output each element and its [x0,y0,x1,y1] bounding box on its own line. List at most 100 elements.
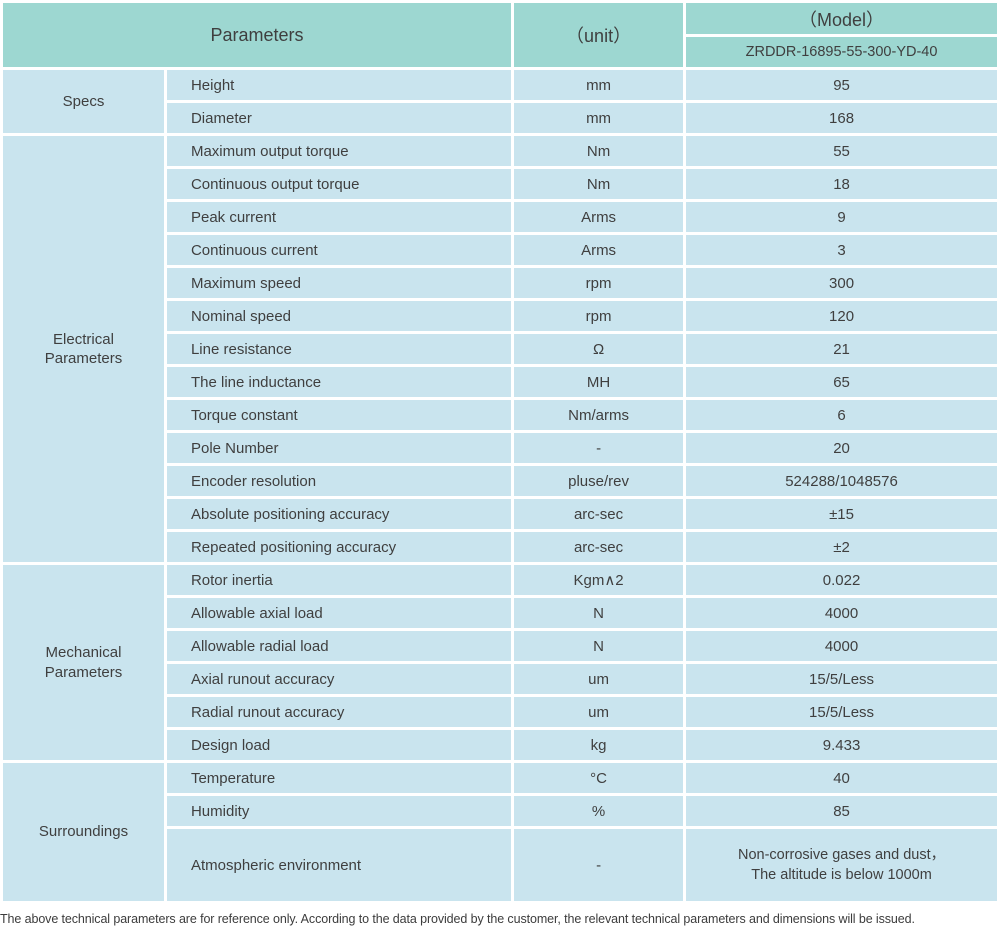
table-row: Continuous current Arms 3 [3,235,997,265]
table-row: Allowable radial load N 4000 [3,631,997,661]
parameter-value: Non-corrosive gases and dust， The altitu… [686,829,997,901]
spec-table: Parameters （unit） （Model） ZRDDR-16895-55… [3,3,997,901]
parameter-name: Axial runout accuracy [166,664,512,694]
parameter-unit: N [514,598,684,628]
model-column-header: （Model） [686,3,997,34]
table-row: Surroundings Temperature °C 40 [3,763,997,901]
parameter-unit: Nm/arms [514,400,684,430]
parameter-unit: Ω [514,334,684,364]
parameter-value: 65 [686,367,997,397]
table-row: Mechanical Parameters Rotor inertia Kgm∧2 0… [3,565,997,760]
parameter-unit: °C [514,763,684,793]
parameter-value: 40 [686,763,997,793]
parameter-unit: rpm [514,268,684,298]
parameter-name: The line inductance [166,367,512,397]
parameter-name: Atmospheric environment [166,829,512,901]
group-label: Specs [3,70,164,133]
table-row: Electrical Parameters Maximum output torq… [3,136,997,562]
table-row: Nominal speed rpm 120 [3,301,997,331]
parameter-value: 6 [686,400,997,430]
table-row: Line resistance Ω 21 [3,334,997,364]
parameter-unit: Kgm∧2 [514,565,684,595]
parameter-unit: mm [514,103,684,133]
parameter-unit: Nm [514,136,684,166]
parameter-name: Design load [166,730,512,760]
parameter-name: Absolute positioning accuracy [166,499,512,529]
table-row: Specs Height mm 95 [3,70,997,133]
parameter-value: ±15 [686,499,997,529]
table-header: Parameters （unit） （Model） ZRDDR-16895-55… [3,3,997,67]
parameter-name: Allowable radial load [166,631,512,661]
table-row: Allowable axial load N 4000 [3,598,997,628]
parameter-name: Maximum speed [166,268,512,298]
parameter-value: 120 [686,301,997,331]
parameter-unit: um [514,664,684,694]
parameter-unit: um [514,697,684,727]
parameter-unit: arc-sec [514,499,684,529]
parameter-value: 9.433 [686,730,997,760]
parameter-value: ±2 [686,532,997,562]
parameter-name: Radial runout accuracy [166,697,512,727]
table-body: Specs Height mm 95 Diameter mm 168 Electrical P… [3,70,997,901]
parameter-value: 9 [686,202,997,232]
parameter-name: Temperature [166,763,512,793]
parameter-value: 95 [686,70,997,100]
table-row: Pole Number -20 [3,433,997,463]
group-label: Surroundings [3,763,164,901]
table-row: Repeated positioning accuracy arc-sec ±2 [3,532,997,562]
parameter-name: Continuous current [166,235,512,265]
group-label: Electrical Parameters [3,136,164,562]
table-row: Continuous output torque Nm 18 [3,169,997,199]
parameter-name: Continuous output torque [166,169,512,199]
parameter-name: Nominal speed [166,301,512,331]
parameter-value: 15/5/Less [686,664,997,694]
parameter-value: 0.022 [686,565,997,595]
model-number: ZRDDR-16895-55-300-YD-40 [686,37,997,67]
table-row: Design load kg 9.433 [3,730,997,760]
table-row: Maximum speed rpm 300 [3,268,997,298]
parameter-name: Allowable axial load [166,598,512,628]
parameter-name: Height [166,70,512,100]
parameter-value: 300 [686,268,997,298]
table-row: Atmospheric environment - Non-corrosive ga… [3,829,997,901]
parameter-unit: rpm [514,301,684,331]
parameter-value: 55 [686,136,997,166]
parameter-unit: MH [514,367,684,397]
parameter-name: Rotor inertia [166,565,512,595]
parameter-value: 20 [686,433,997,463]
table-row: Torque constant Nm/arms 6 [3,400,997,430]
table-row: Axial runout accuracy um 15/5/Less [3,664,997,694]
parameter-unit: Arms [514,202,684,232]
parameter-name: Encoder resolution [166,466,512,496]
table-row: Diameter mm 168 [3,103,997,133]
parameter-unit: mm [514,70,684,100]
disclaimer-note: The above technical parameters are for r… [0,912,915,926]
parameter-name: Humidity [166,796,512,826]
parameter-unit: kg [514,730,684,760]
group-label: Mechanical Parameters [3,565,164,760]
parameter-value: 3 [686,235,997,265]
table-row: Peak current Arms 9 [3,202,997,232]
parameter-value: 15/5/Less [686,697,997,727]
parameter-name: Maximum output torque [166,136,512,166]
parameter-value: 4000 [686,631,997,661]
parameters-column-header: Parameters [3,3,512,67]
parameter-unit: Arms [514,235,684,265]
parameter-unit: pluse/rev [514,466,684,496]
parameter-value: 18 [686,169,997,199]
parameter-name: Repeated positioning accuracy [166,532,512,562]
parameter-name: Line resistance [166,334,512,364]
parameter-value: 168 [686,103,997,133]
parameter-name: Torque constant [166,400,512,430]
parameter-value: 85 [686,796,997,826]
table-row: Radial runout accuracy um 15/5/Less [3,697,997,727]
parameter-unit: - [514,829,684,901]
parameter-value: 4000 [686,598,997,628]
parameter-unit: Nm [514,169,684,199]
parameter-unit: arc-sec [514,532,684,562]
table-row: Humidity% 85 [3,796,997,826]
parameter-unit: % [514,796,684,826]
parameter-unit: N [514,631,684,661]
parameter-unit: - [514,433,684,463]
